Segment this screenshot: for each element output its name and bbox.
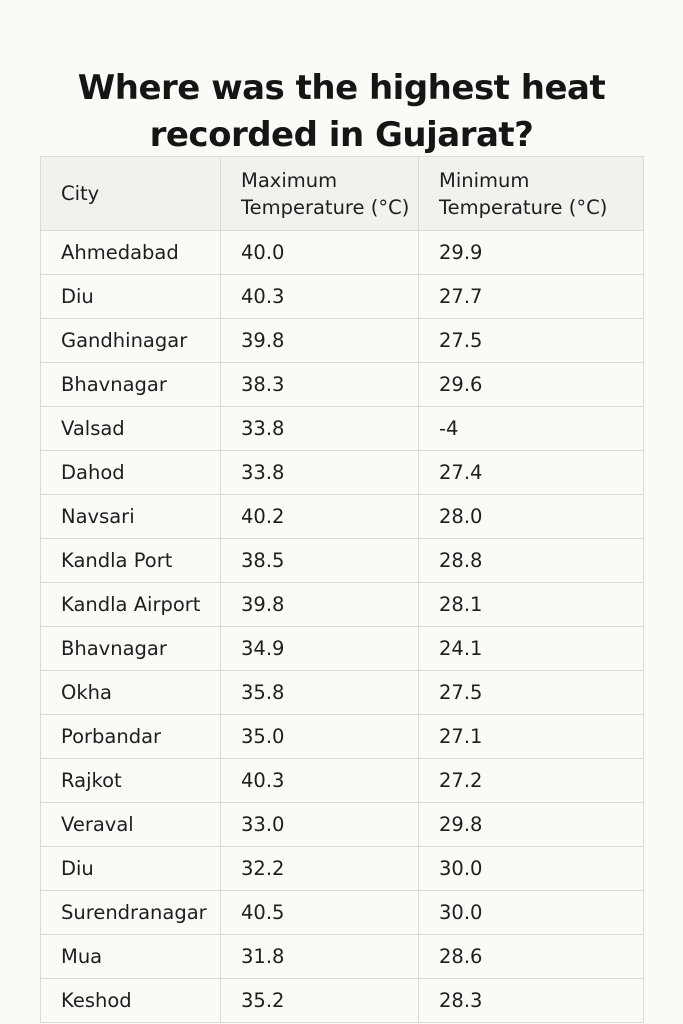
cell-max-temperature: 40.3: [220, 758, 419, 803]
table-row: Diu 40.3 27.7: [40, 274, 644, 319]
column-header-city-label: City: [61, 182, 100, 205]
cell-max-temperature: 38.5: [220, 538, 419, 583]
cell-city: Keshod: [40, 978, 221, 1023]
cell-min-temperature: 27.2: [418, 758, 644, 803]
cell-max-temperature: 40.0: [220, 230, 419, 275]
cell-city: Kandla Airport: [40, 582, 221, 627]
cell-city: Mua: [40, 934, 221, 979]
cell-max-temperature: 38.3: [220, 362, 419, 407]
cell-city: Bhavnagar: [40, 362, 221, 407]
table-row: Porbandar 35.0 27.1: [40, 714, 644, 759]
cell-max-temperature: 33.8: [220, 450, 419, 495]
cell-max-temperature: 40.5: [220, 890, 419, 935]
cell-city: Porbandar: [40, 714, 221, 759]
cell-city: Diu: [40, 274, 221, 319]
cell-min-temperature: -4: [418, 406, 644, 451]
cell-max-temperature: 31.8: [220, 934, 419, 979]
table-row: Keshod 35.2 28.3: [40, 978, 644, 1023]
column-header-min-temperature: Minimum Temperature (°C): [418, 156, 644, 231]
cell-min-temperature: 24.1: [418, 626, 644, 671]
cell-min-temperature: 28.1: [418, 582, 644, 627]
table-row: Gandhinagar 39.8 27.5: [40, 318, 644, 363]
table-header: City Maximum Temperature (°C) Minimum Te…: [40, 156, 644, 231]
cell-min-temperature: 30.0: [418, 846, 644, 891]
table-row: Surendranagar 40.5 30.0: [40, 890, 644, 935]
cell-max-temperature: 32.2: [220, 846, 419, 891]
table-row: Okha 35.8 27.5: [40, 670, 644, 715]
cell-city: Dahod: [40, 450, 221, 495]
table-body: Ahmedabad 40.0 29.9 Diu 40.3 27.7 Gandhinagar 3…: [40, 230, 644, 1023]
table-row: Bhavnagar 38.3 29.6: [40, 362, 644, 407]
cell-city: Diu: [40, 846, 221, 891]
cell-city: Valsad: [40, 406, 221, 451]
cell-city: Kandla Port: [40, 538, 221, 583]
table-header-row: City Maximum Temperature (°C) Minimum Te…: [40, 156, 644, 231]
table-row: Mua 31.8 28.6: [40, 934, 644, 979]
cell-min-temperature: 28.6: [418, 934, 644, 979]
cell-min-temperature: 28.0: [418, 494, 644, 539]
cell-city: Rajkot: [40, 758, 221, 803]
cell-max-temperature: 35.2: [220, 978, 419, 1023]
table-row: Valsad 33.8 -4: [40, 406, 644, 451]
column-header-max-line-2: Temperature (°C): [241, 195, 410, 219]
cell-city: Okha: [40, 670, 221, 715]
table-row: Bhavnagar 34.9 24.1: [40, 626, 644, 671]
cell-max-temperature: 35.8: [220, 670, 419, 715]
column-header-min-line-2: Temperature (°C): [439, 195, 608, 219]
cell-max-temperature: 33.0: [220, 802, 419, 847]
cell-min-temperature: 27.7: [418, 274, 644, 319]
table-row: Navsari 40.2 28.0: [40, 494, 644, 539]
table-row: Ahmedabad 40.0 29.9: [40, 230, 644, 275]
cell-min-temperature: 28.3: [418, 978, 644, 1023]
table-row: Dahod 33.8 27.4: [40, 450, 644, 495]
cell-max-temperature: 33.8: [220, 406, 419, 451]
cell-min-temperature: 30.0: [418, 890, 644, 935]
cell-min-temperature: 28.8: [418, 538, 644, 583]
cell-city: Navsari: [40, 494, 221, 539]
column-header-max-line-1: Maximum: [241, 168, 338, 192]
cell-max-temperature: 39.8: [220, 318, 419, 363]
column-header-city: City: [40, 156, 221, 231]
table-row: Veraval 33.0 29.8: [40, 802, 644, 847]
cell-max-temperature: 35.0: [220, 714, 419, 759]
cell-max-temperature: 40.3: [220, 274, 419, 319]
cell-max-temperature: 34.9: [220, 626, 419, 671]
table-row: Rajkot 40.3 27.2: [40, 758, 644, 803]
cell-min-temperature: 29.9: [418, 230, 644, 275]
table-row: Kandla Port 38.5 28.8: [40, 538, 644, 583]
cell-max-temperature: 39.8: [220, 582, 419, 627]
cell-city: Ahmedabad: [40, 230, 221, 275]
cell-city: Gandhinagar: [40, 318, 221, 363]
cell-city: Surendranagar: [40, 890, 221, 935]
cell-max-temperature: 40.2: [220, 494, 419, 539]
column-header-max-temperature: Maximum Temperature (°C): [220, 156, 419, 231]
table-row: Diu 32.2 30.0: [40, 846, 644, 891]
cell-city: Veraval: [40, 802, 221, 847]
page-title-line-1: Where was the highest heat: [77, 67, 606, 108]
cell-min-temperature: 29.6: [418, 362, 644, 407]
cell-min-temperature: 27.5: [418, 318, 644, 363]
cell-min-temperature: 29.8: [418, 802, 644, 847]
column-header-min-line-1: Minimum: [439, 168, 530, 192]
cell-city: Bhavnagar: [40, 626, 221, 671]
cell-min-temperature: 27.5: [418, 670, 644, 715]
page-title-line-2: recorded in Gujarat?: [149, 114, 534, 155]
table-row: Kandla Airport 39.8 28.1: [40, 582, 644, 627]
cell-min-temperature: 27.1: [418, 714, 644, 759]
page-title: Where was the highest heat recorded in G…: [0, 65, 683, 159]
temperature-table: City Maximum Temperature (°C) Minimum Te…: [40, 156, 644, 1023]
cell-min-temperature: 27.4: [418, 450, 644, 495]
